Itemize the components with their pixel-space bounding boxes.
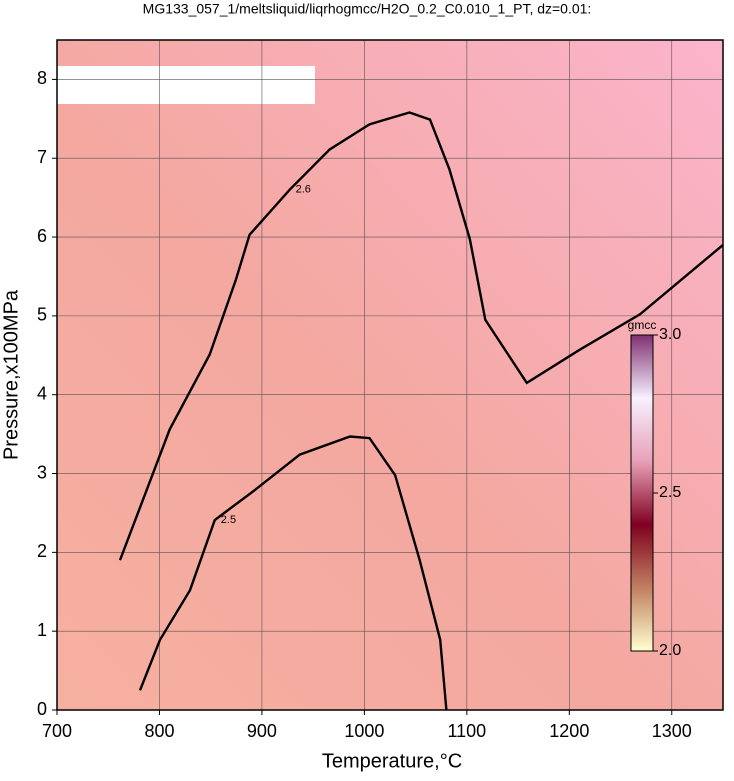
x-tick-label: 1000 (344, 721, 384, 741)
y-tick-label: 7 (37, 147, 47, 167)
contour-label: 2.5 (221, 514, 236, 526)
chart-title: MG133_057_1/meltsliquid/liqrhogmcc/H2O_0… (143, 1, 592, 17)
contour-line (118, 111, 724, 561)
y-tick-label: 1 (37, 620, 47, 640)
x-tick-label: 1300 (652, 721, 692, 741)
y-tick-label: 2 (37, 541, 47, 561)
colorbar-tick-label: 2.5 (659, 484, 681, 501)
y-tick-label: 3 (37, 462, 47, 482)
x-tick-label: 1100 (447, 721, 486, 741)
x-tick-label: 700 (42, 721, 72, 741)
contour-label: 2.6 (296, 184, 311, 196)
colorbar-tick-label: 3.0 (659, 326, 681, 343)
x-tick-label: 1200 (549, 721, 589, 741)
plot-frame (56, 39, 724, 711)
y-tick-label: 5 (37, 305, 47, 325)
x-axis-label: Temperature,°C (322, 750, 462, 772)
contour-line (138, 435, 448, 711)
plot-layer: 2.5 2.6 (56, 40, 724, 711)
x-tick-label: 800 (144, 721, 174, 741)
artifact-band (57, 66, 315, 104)
colorbar-label: gmcc (628, 318, 657, 332)
y-tick-label: 4 (37, 383, 47, 403)
colorbar (630, 334, 654, 652)
plot-background (57, 40, 723, 710)
y-axis-label: Pressure,x100MPa (0, 289, 22, 460)
y-tick-label: 0 (37, 699, 47, 719)
x-tick-label: 900 (247, 721, 277, 741)
colorbar-tick-label: 2.0 (659, 642, 681, 659)
y-tick-label: 6 (37, 226, 47, 246)
y-tick-label: 8 (37, 68, 47, 88)
